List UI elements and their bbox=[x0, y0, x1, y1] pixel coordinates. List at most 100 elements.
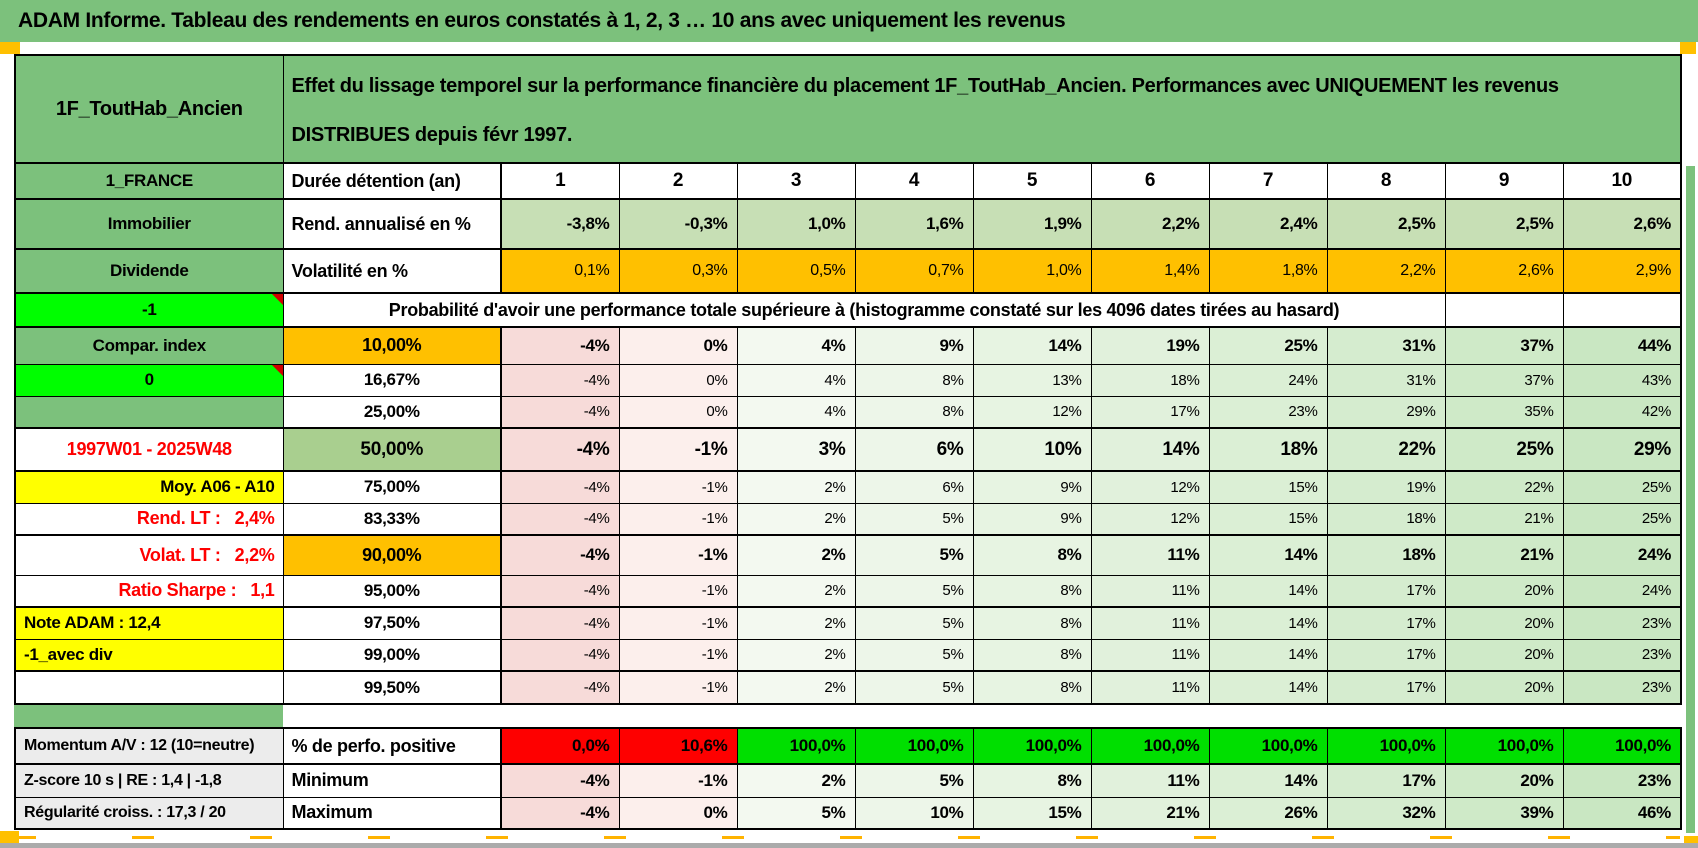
value-cell[interactable]: 6% bbox=[854, 427, 974, 472]
value-cell[interactable]: 14% bbox=[1208, 534, 1328, 576]
value-cell[interactable]: 2% bbox=[736, 470, 856, 504]
value-cell[interactable]: 5% bbox=[854, 763, 974, 798]
value-cell[interactable]: -1% bbox=[618, 638, 738, 672]
value-cell[interactable]: 100,0% bbox=[972, 727, 1092, 765]
value-cell[interactable]: 35% bbox=[1444, 395, 1564, 429]
value-cell[interactable]: 11% bbox=[1090, 606, 1210, 640]
value-cell[interactable]: 1,0% bbox=[972, 248, 1092, 294]
value-cell[interactable]: -4% bbox=[500, 470, 620, 504]
value-cell[interactable]: 29% bbox=[1326, 395, 1446, 429]
value-cell[interactable]: 14% bbox=[1090, 427, 1210, 472]
value-cell[interactable]: 17% bbox=[1326, 763, 1446, 798]
row-sublabel-cell[interactable]: 83,33% bbox=[282, 502, 502, 536]
empty-cell[interactable] bbox=[1562, 292, 1682, 328]
value-cell[interactable]: 17% bbox=[1326, 638, 1446, 672]
year-cell[interactable]: 8 bbox=[1326, 162, 1446, 200]
value-cell[interactable]: 19% bbox=[1090, 326, 1210, 365]
value-cell[interactable]: -1% bbox=[618, 502, 738, 536]
row-sublabel-cell[interactable]: Maximum bbox=[282, 796, 502, 830]
value-cell[interactable]: 8% bbox=[972, 606, 1092, 640]
value-cell[interactable]: -0,3% bbox=[618, 198, 738, 250]
value-cell[interactable]: 17% bbox=[1326, 670, 1446, 705]
value-cell[interactable]: 17% bbox=[1326, 574, 1446, 608]
row-sublabel-cell[interactable]: 25,00% bbox=[282, 395, 502, 429]
row-sublabel-cell[interactable]: 90,00% bbox=[282, 534, 502, 576]
value-cell[interactable]: 2% bbox=[736, 574, 856, 608]
value-cell[interactable]: 25% bbox=[1208, 326, 1328, 365]
value-cell[interactable]: 14% bbox=[1208, 638, 1328, 672]
value-cell[interactable]: 24% bbox=[1562, 534, 1682, 576]
value-cell[interactable]: 5% bbox=[736, 796, 856, 830]
value-cell[interactable]: 8% bbox=[972, 574, 1092, 608]
value-cell[interactable]: 2,5% bbox=[1444, 198, 1564, 250]
value-cell[interactable]: -4% bbox=[500, 427, 620, 472]
value-cell[interactable]: 8% bbox=[854, 363, 974, 397]
value-cell[interactable]: 1,8% bbox=[1208, 248, 1328, 294]
value-cell[interactable]: -4% bbox=[500, 574, 620, 608]
value-cell[interactable]: 2% bbox=[736, 638, 856, 672]
value-cell[interactable]: 9% bbox=[972, 470, 1092, 504]
value-cell[interactable]: 23% bbox=[1208, 395, 1328, 429]
value-cell[interactable]: 2,4% bbox=[1208, 198, 1328, 250]
value-cell[interactable]: 100,0% bbox=[1208, 727, 1328, 765]
year-cell[interactable]: 7 bbox=[1208, 162, 1328, 200]
empty-cell[interactable] bbox=[1444, 292, 1564, 328]
row-sublabel-cell[interactable]: 97,50% bbox=[282, 606, 502, 640]
year-cell[interactable]: 1 bbox=[500, 162, 620, 200]
value-cell[interactable]: 22% bbox=[1444, 470, 1564, 504]
value-cell[interactable]: 21% bbox=[1444, 534, 1564, 576]
value-cell[interactable]: 0% bbox=[618, 796, 738, 830]
value-cell[interactable]: 14% bbox=[1208, 606, 1328, 640]
value-cell[interactable]: 11% bbox=[1090, 763, 1210, 798]
value-cell[interactable]: 0,0% bbox=[500, 727, 620, 765]
value-cell[interactable]: 4% bbox=[736, 326, 856, 365]
value-cell[interactable]: 23% bbox=[1562, 670, 1682, 705]
row-sublabel-cell[interactable]: 95,00% bbox=[282, 574, 502, 608]
value-cell[interactable]: -4% bbox=[500, 502, 620, 536]
row-label-cell[interactable] bbox=[14, 670, 284, 705]
row-label-cell[interactable]: Régularité croiss. : 17,3 / 20 bbox=[14, 796, 284, 830]
value-cell[interactable]: 1,4% bbox=[1090, 248, 1210, 294]
probability-header-cell[interactable]: Probabilité d'avoir une performance tota… bbox=[282, 292, 1446, 328]
year-cell[interactable]: 10 bbox=[1562, 162, 1682, 200]
sheet-title[interactable]: ADAM Informe. Tableau des rendements en … bbox=[0, 0, 1698, 42]
value-cell[interactable]: 0,5% bbox=[736, 248, 856, 294]
row-sublabel-cell[interactable]: 75,00% bbox=[282, 470, 502, 504]
value-cell[interactable]: 2% bbox=[736, 534, 856, 576]
value-cell[interactable]: 2% bbox=[736, 670, 856, 705]
value-cell[interactable]: 29% bbox=[1562, 427, 1682, 472]
value-cell[interactable]: -1% bbox=[618, 606, 738, 640]
value-cell[interactable]: -1% bbox=[618, 763, 738, 798]
value-cell[interactable]: 13% bbox=[972, 363, 1092, 397]
row-sublabel-cell[interactable]: % de perfo. positive bbox=[282, 727, 502, 765]
value-cell[interactable]: 42% bbox=[1562, 395, 1682, 429]
value-cell[interactable]: 0% bbox=[618, 326, 738, 365]
row-sublabel-cell[interactable]: Rend. annualisé en % bbox=[282, 198, 502, 250]
row-label-cell[interactable]: Ratio Sharpe : 1,1 bbox=[14, 574, 284, 608]
value-cell[interactable]: 15% bbox=[972, 796, 1092, 830]
value-cell[interactable]: 10,6% bbox=[618, 727, 738, 765]
value-cell[interactable]: 10% bbox=[972, 427, 1092, 472]
year-cell[interactable]: 6 bbox=[1090, 162, 1210, 200]
value-cell[interactable]: 23% bbox=[1562, 606, 1682, 640]
value-cell[interactable]: 8% bbox=[972, 638, 1092, 672]
value-cell[interactable]: 37% bbox=[1444, 363, 1564, 397]
separator-cell[interactable] bbox=[14, 705, 283, 727]
row-sublabel-cell[interactable]: 16,67% bbox=[282, 363, 502, 397]
value-cell[interactable]: 17% bbox=[1090, 395, 1210, 429]
value-cell[interactable]: 18% bbox=[1326, 502, 1446, 536]
year-cell[interactable]: 3 bbox=[736, 162, 856, 200]
value-cell[interactable]: 31% bbox=[1326, 326, 1446, 365]
row-label-cell[interactable]: Z-score 10 s | RE : 1,4 | -1,8 bbox=[14, 763, 284, 798]
value-cell[interactable]: 0% bbox=[618, 363, 738, 397]
row-sublabel-cell[interactable]: 99,00% bbox=[282, 638, 502, 672]
value-cell[interactable]: 11% bbox=[1090, 638, 1210, 672]
value-cell[interactable]: 25% bbox=[1444, 427, 1564, 472]
row-label-cell[interactable]: 0 bbox=[14, 363, 284, 397]
value-cell[interactable]: 8% bbox=[972, 670, 1092, 705]
value-cell[interactable]: 18% bbox=[1326, 534, 1446, 576]
value-cell[interactable]: 2,2% bbox=[1326, 248, 1446, 294]
value-cell[interactable]: 11% bbox=[1090, 670, 1210, 705]
value-cell[interactable]: 37% bbox=[1444, 326, 1564, 365]
value-cell[interactable]: 11% bbox=[1090, 574, 1210, 608]
